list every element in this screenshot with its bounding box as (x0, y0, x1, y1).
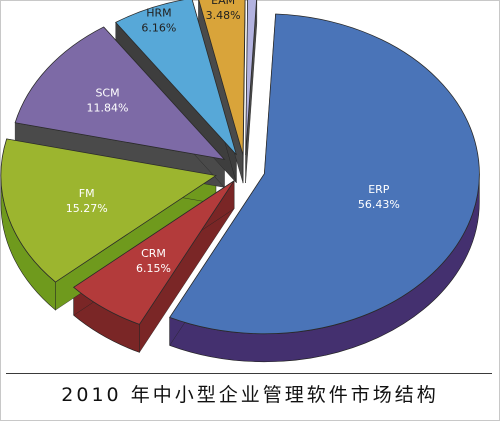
chart-caption: 2010 年中小型企业管理软件市场结构 (61, 384, 439, 406)
label-hrm-value: 6.16% (141, 21, 176, 34)
slice-scm (14, 26, 226, 160)
label-crm-value: 6.15% (136, 262, 171, 275)
pie-label-layer: ERP 56.43% CRM 6.15% FM 15.27% SCM 11.84% HRM 6.1… (66, 0, 400, 275)
label-fm-name: FM (79, 187, 95, 200)
label-eam-value: 3.48% (206, 9, 241, 22)
pie-top-layer (0, 0, 480, 335)
label-scm-name: SCM (95, 86, 119, 99)
label-fm-value: 15.27% (66, 202, 108, 215)
label-erp-value: 56.43% (358, 198, 400, 211)
slice-hrm (115, 0, 237, 156)
caption-divider (6, 373, 492, 374)
label-eam-name: EAM (211, 0, 235, 7)
slice-other (245, 0, 257, 156)
pie-chart: ERP 56.43% CRM 6.15% FM 15.27% SCM 11.84% HRM 6.1… (0, 0, 480, 363)
slice-crm (73, 180, 235, 325)
label-crm-name: CRM (141, 247, 166, 260)
slice-erp (169, 13, 480, 335)
label-scm-value: 11.84% (87, 101, 129, 114)
slice-eam (198, 0, 246, 156)
slice-fm (0, 138, 217, 283)
label-erp-name: ERP (368, 183, 390, 196)
label-hrm-name: HRM (146, 6, 171, 19)
